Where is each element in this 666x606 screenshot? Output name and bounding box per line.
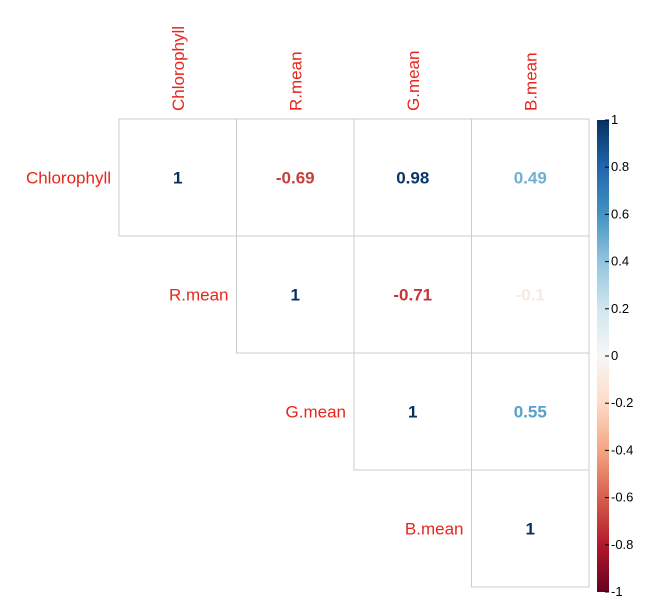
cell-value-label: 0.98 — [396, 169, 429, 188]
colorbar-tick-label: -0.8 — [611, 537, 633, 552]
color-legend: 1 0.8 0.6 0.4 0.2 0 -0.2 -0.4 -0.6 -0.8 -1 — [597, 112, 633, 599]
cell-value-label: 1 — [173, 169, 182, 188]
column-label: Chlorophyll — [169, 26, 188, 111]
row-label: Chlorophyll — [26, 169, 111, 188]
colorbar-tick-label: 0.4 — [611, 254, 629, 269]
colorbar-tick-label: 0.6 — [611, 206, 629, 221]
row-labels: Chlorophyll R.mean G.mean B.mean — [26, 169, 464, 539]
row-label: R.mean — [169, 286, 229, 305]
cell-value-label: 1 — [526, 520, 535, 539]
cell-value-label: -0.1 — [516, 286, 545, 305]
cell-value-label: 1 — [291, 286, 300, 305]
column-label: B.mean — [521, 52, 540, 111]
colorbar-tick-label: 1 — [611, 112, 618, 127]
colorbar-tick-label: -1 — [611, 584, 623, 599]
row-label: B.mean — [405, 520, 464, 539]
cell-value-label: 0.55 — [514, 403, 547, 422]
column-labels: Chlorophyll R.mean G.mean B.mean — [169, 26, 541, 111]
colorbar-gradient — [597, 120, 609, 592]
cell-value-label: -0.71 — [393, 286, 432, 305]
cell-value-label: 1 — [408, 403, 417, 422]
row-label: G.mean — [286, 403, 346, 422]
cell-value-label: 0.49 — [514, 169, 547, 188]
colorbar-tick-label: 0 — [611, 348, 618, 363]
colorbar-tick-label: 0.8 — [611, 159, 629, 174]
colorbar-tick-label: -0.4 — [611, 442, 633, 457]
column-label: R.mean — [286, 51, 305, 111]
column-label: G.mean — [404, 51, 423, 111]
colorbar-tick-label: -0.2 — [611, 395, 633, 410]
matrix-cells: 1 -0.69 0.98 0.49 1 -0.71 -0.1 1 0.55 1 — [118, 118, 590, 588]
matrix-cell — [471, 469, 590, 588]
cell-value-label: -0.69 — [276, 169, 315, 188]
colorbar-tick-label: 0.2 — [611, 301, 629, 316]
colorbar-tick-label: -0.6 — [611, 490, 633, 505]
